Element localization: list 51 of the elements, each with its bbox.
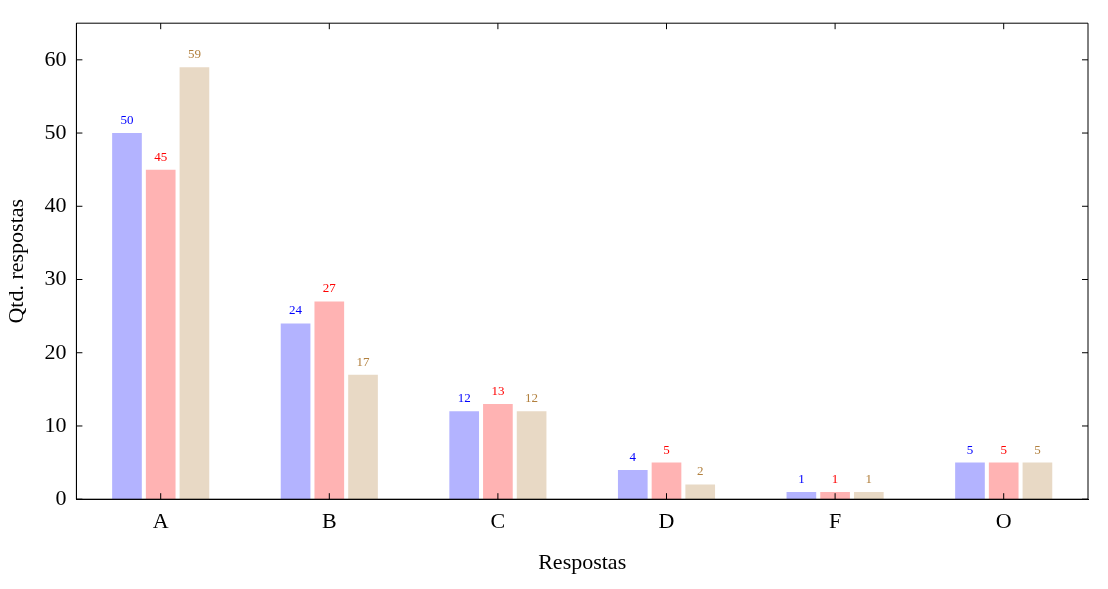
- y-axis-title: Qtd. respostas: [2, 198, 28, 324]
- y-tick-label: 10: [44, 411, 67, 437]
- data-label: 5: [966, 441, 974, 457]
- bar: [685, 484, 716, 500]
- x-axis-title: Respostas: [538, 548, 627, 574]
- y-tick-label: 50: [44, 118, 67, 144]
- bar: [955, 462, 985, 500]
- bar: [516, 411, 547, 500]
- y-tick-label: 30: [44, 265, 67, 291]
- data-label: 1: [798, 470, 805, 486]
- bar: [853, 491, 884, 500]
- bar: [651, 462, 682, 500]
- bar: [449, 411, 480, 500]
- x-tick-label: A: [152, 508, 169, 534]
- bar: [786, 491, 817, 500]
- data-label: 1: [865, 470, 873, 486]
- x-tick-label: B: [321, 508, 337, 534]
- data-label: 24: [289, 302, 303, 318]
- x-tick-label: C: [490, 508, 506, 534]
- bar: [179, 67, 210, 500]
- bar: [314, 301, 345, 500]
- y-tick-label: 0: [55, 484, 67, 510]
- bar: [112, 133, 142, 500]
- bar: [483, 404, 513, 500]
- y-tick-label: 20: [44, 338, 67, 364]
- data-label: 4: [629, 448, 637, 464]
- x-tick-label: F: [828, 508, 842, 534]
- bar: [145, 169, 176, 500]
- y-tick-label: 40: [44, 192, 67, 218]
- data-label: 1: [831, 470, 839, 486]
- data-label: 27: [322, 280, 337, 296]
- data-label: 5: [1000, 441, 1007, 457]
- x-tick-label: D: [658, 508, 675, 534]
- bar: [820, 491, 850, 500]
- bar: [617, 469, 648, 500]
- data-label: 5: [1034, 441, 1041, 457]
- bar: [348, 374, 378, 500]
- data-label: 12: [525, 390, 539, 406]
- data-label: 13: [491, 382, 505, 398]
- data-label: 59: [187, 46, 201, 62]
- x-tick-label: O: [995, 508, 1012, 534]
- data-label: 2: [696, 463, 704, 479]
- data-label: 45: [154, 148, 168, 164]
- data-label: 50: [120, 111, 134, 127]
- bar: [280, 323, 311, 500]
- data-label: 17: [356, 353, 371, 369]
- bar: [1022, 462, 1053, 500]
- data-label: 5: [663, 441, 670, 457]
- y-tick-label: 60: [44, 45, 67, 71]
- bar: [988, 462, 1019, 500]
- data-label: 12: [457, 390, 471, 406]
